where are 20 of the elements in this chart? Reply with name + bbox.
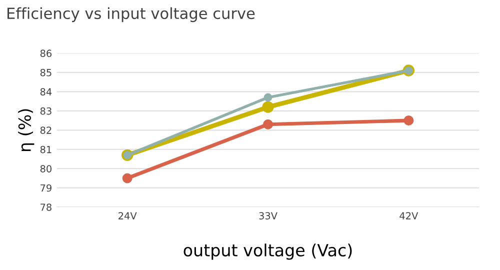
y-tick-label: 82	[40, 126, 52, 134]
y-tick-label: 84	[40, 88, 52, 96]
point	[264, 93, 272, 102]
chart-title: Efficiency vs input voltage curve	[8, 7, 255, 22]
y-tick-label: 86	[40, 50, 52, 58]
point	[404, 116, 414, 126]
y-tick-label: 83	[40, 107, 52, 115]
y-tick-label: 81	[40, 146, 52, 154]
x-tick-label: 42V	[400, 212, 418, 220]
y-tick-label: 78	[40, 204, 52, 211]
point	[263, 119, 273, 130]
y-axis-title: η (%)	[18, 109, 34, 151]
point	[262, 101, 274, 113]
x-tick-label: 33V	[259, 212, 278, 220]
point	[122, 173, 132, 184]
y-tick-label: 85	[40, 68, 52, 76]
x-axis-title: output voltage (Vac)	[184, 244, 352, 260]
y-tick-label: 79	[40, 184, 52, 192]
y-tick-label: 80	[40, 165, 52, 172]
x-tick-label: 24V	[118, 212, 137, 220]
